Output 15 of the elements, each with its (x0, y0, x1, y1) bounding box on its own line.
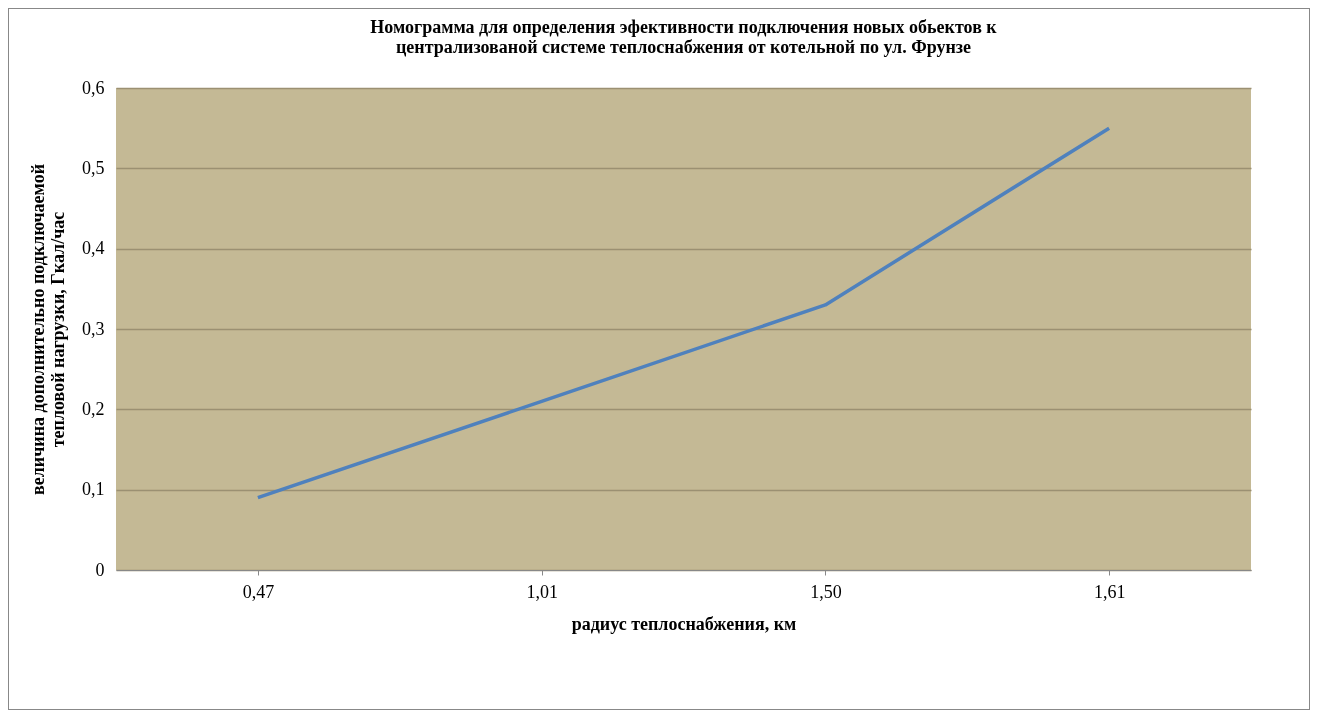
x-axis-title: радиус теплоснабжения, км (571, 613, 797, 634)
chart-title: Номограмма для определения эфективности подключения новых обьектов к централизованой системе теплоснабжения от котельной по ул. Фрунзе (370, 17, 998, 57)
y-tick-label: 0,1 (82, 479, 105, 500)
y-tick-label: 0,3 (82, 318, 105, 339)
x-tick-label: 1,01 (526, 581, 558, 602)
x-tick-label: 1,50 (810, 581, 842, 602)
y-axis-title: величина дополнительно подключаемой тепловой нагрузки, Гкал/час (28, 163, 68, 496)
x-tick-label: 1,61 (1093, 581, 1126, 602)
line-series (256, 126, 1111, 500)
y-tick-label: 0,2 (82, 398, 105, 419)
y-tick-label: 0,4 (82, 238, 105, 259)
y-tick-label: 0,5 (82, 157, 105, 178)
y-tick-label: 0,6 (82, 77, 105, 98)
y-tick-label: 0 (95, 559, 105, 580)
x-tick-label: 0,47 (242, 581, 275, 602)
